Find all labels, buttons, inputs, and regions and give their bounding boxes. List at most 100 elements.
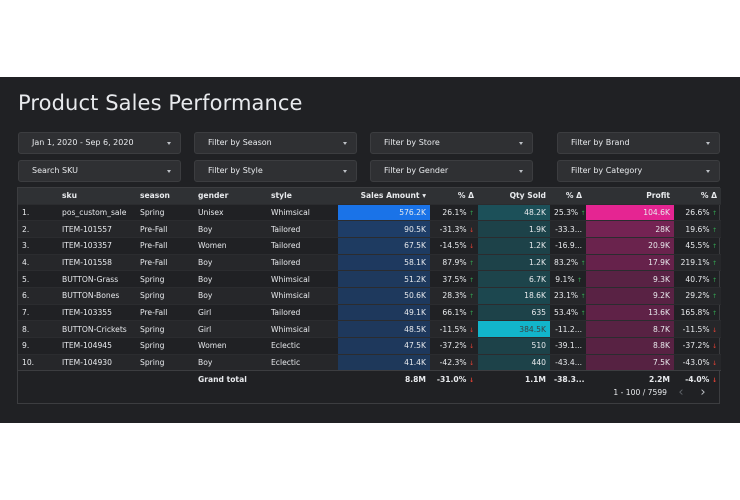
row-index: 1. xyxy=(18,203,58,221)
gender-cell: Women xyxy=(194,236,267,255)
date-range-label: Jan 1, 2020 - Sep 6, 2020 xyxy=(32,138,134,147)
profit-delta-cell-value: 26.6% xyxy=(685,207,710,217)
gender-cell: Boy xyxy=(194,270,267,288)
qty-delta-cell: 23.1% ↑ xyxy=(550,286,586,305)
gender-cell: Boy xyxy=(194,253,267,271)
chevron-down-icon xyxy=(167,142,171,145)
arrow-down-icon: ↓ xyxy=(468,343,474,351)
gender-cell: Boy xyxy=(194,353,267,371)
season-cell: Pre-Fall xyxy=(136,253,194,271)
table-row[interactable]: 1. pos_custom_sale Spring Unisex Whimsical 57… xyxy=(18,203,721,221)
style-filter[interactable]: Filter by Style xyxy=(194,160,357,182)
pagination: 1 - 100 / 7599 ‹ › xyxy=(613,384,711,400)
row-index: 7. xyxy=(18,303,58,321)
col-header-sales-delta[interactable]: % Δ xyxy=(457,191,474,201)
qty-delta-cell: -11.2... xyxy=(550,320,586,338)
col-header-qty-delta[interactable]: % Δ xyxy=(565,191,582,201)
category-filter[interactable]: Filter by Category xyxy=(557,160,720,182)
sales-delta-cell-value: -42.3% xyxy=(439,358,467,368)
season-filter[interactable]: Filter by Season xyxy=(194,132,357,154)
table-row[interactable]: 4. ITEM-101558 Pre-Fall Boy Tailored 58.1K 87.… xyxy=(18,253,721,271)
arrow-down-icon: ↓ xyxy=(711,343,717,351)
qty-sold-cell: 440 xyxy=(478,353,550,371)
chevron-down-icon xyxy=(706,170,710,173)
qty-delta-cell: -39.1... xyxy=(550,337,586,355)
qty-sold-cell: 1.2K xyxy=(478,253,550,271)
col-header-gender[interactable]: gender xyxy=(198,191,229,201)
chevron-down-icon xyxy=(519,142,523,145)
table-row[interactable]: 2. ITEM-101557 Pre-Fall Boy Tailored 90.5K -31… xyxy=(18,220,721,238)
sales-delta-cell: 87.9% ↑ xyxy=(430,253,478,271)
qty-delta-cell-value: 83.2% xyxy=(554,257,579,267)
style-cell: Tailored xyxy=(267,236,338,255)
page-title: Product Sales Performance xyxy=(18,91,303,115)
store-filter-label: Filter by Store xyxy=(384,138,440,147)
gender-filter[interactable]: Filter by Gender xyxy=(370,160,533,182)
table-row[interactable]: 9. ITEM-104945 Spring Women Eclectic 47.5K -37… xyxy=(18,337,721,355)
style-cell: Eclectic xyxy=(267,353,338,371)
table-row[interactable]: 10. ITEM-104930 Spring Boy Eclectic 41.4K -42.… xyxy=(18,353,721,371)
style-cell: Eclectic xyxy=(267,337,338,355)
chevron-left-icon[interactable]: ‹ xyxy=(678,384,684,400)
table-row[interactable]: 7. ITEM-103355 Pre-Fall Girl Tailored 49.1K 66… xyxy=(18,303,721,321)
brand-filter[interactable]: Filter by Brand xyxy=(557,132,720,154)
qty-sold-cell: 48.2K xyxy=(478,203,550,221)
date-range-filter[interactable]: Jan 1, 2020 - Sep 6, 2020 xyxy=(18,132,181,154)
sales-delta-cell: 66.1% ↑ xyxy=(430,303,478,321)
sku-cell: ITEM-103357 xyxy=(58,236,136,255)
total-sales-delta-value: -31.0% xyxy=(436,375,467,385)
qty-sold-cell: 510 xyxy=(478,337,550,355)
col-header-qty-sold[interactable]: Qty Sold xyxy=(509,191,546,201)
total-profit-delta: -4.0% ↓ xyxy=(674,370,721,388)
sales-delta-cell-value: 87.9% xyxy=(442,257,467,267)
qty-delta-cell-value: 53.4% xyxy=(554,307,579,317)
sales-delta-cell: 26.1% ↑ xyxy=(430,203,478,221)
sku-search[interactable]: Search SKU xyxy=(18,160,181,182)
table-row[interactable]: 8. BUTTON-Crickets Spring Girl Whimsical 48.5… xyxy=(18,320,721,338)
table-row[interactable]: 3. ITEM-103357 Pre-Fall Women Tailored 67.5K -… xyxy=(18,236,721,255)
profit-cell: 28K xyxy=(586,220,674,238)
profit-delta-cell: 29.2% ↑ xyxy=(674,286,721,305)
table-row[interactable]: 6. BUTTON-Bones Spring Boy Whimsical 50.6K 28.… xyxy=(18,286,721,305)
chevron-right-icon[interactable]: › xyxy=(700,384,706,400)
col-header-style[interactable]: style xyxy=(271,191,292,201)
col-header-profit[interactable]: Profit xyxy=(646,191,670,201)
sales-table: sku season gender style Sales Amount ▾ %… xyxy=(17,187,721,404)
sku-cell: ITEM-101557 xyxy=(58,220,136,238)
style-cell: Whimsical xyxy=(267,270,338,288)
col-header-season[interactable]: season xyxy=(140,191,170,201)
qty-sold-cell: 18.6K xyxy=(478,286,550,305)
arrow-up-icon: ↑ xyxy=(711,209,717,217)
gender-cell: Boy xyxy=(194,286,267,305)
row-index: 9. xyxy=(18,337,58,355)
style-cell: Tailored xyxy=(267,303,338,321)
qty-delta-cell-value: 9.1% xyxy=(555,274,575,284)
col-header-sales-amount[interactable]: Sales Amount ▾ xyxy=(338,188,430,204)
chevron-down-icon xyxy=(343,142,347,145)
store-filter[interactable]: Filter by Store xyxy=(370,132,533,154)
grand-total-row: Grand total 8.8M -31.0% ↓ 1.1M -38.3... 2.2M -… xyxy=(18,370,721,388)
season-filter-label: Filter by Season xyxy=(208,138,272,147)
season-cell: Pre-Fall xyxy=(136,220,194,238)
sku-cell: pos_custom_sale xyxy=(58,203,136,221)
profit-delta-cell-value: -11.5% xyxy=(682,324,710,334)
total-profit: 2.2M xyxy=(586,370,674,388)
season-cell: Spring xyxy=(136,270,194,288)
sku-cell: BUTTON-Grass xyxy=(58,270,136,288)
gender-cell: Boy xyxy=(194,220,267,238)
col-header-sku[interactable]: sku xyxy=(62,191,77,201)
sales-delta-cell: -14.5% ↓ xyxy=(430,236,478,255)
col-header-profit-delta[interactable]: % Δ xyxy=(700,191,717,201)
season-cell: Pre-Fall xyxy=(136,236,194,255)
table-row[interactable]: 5. BUTTON-Grass Spring Boy Whimsical 51.2K 37.… xyxy=(18,270,721,288)
sales-delta-cell: 28.3% ↑ xyxy=(430,286,478,305)
row-index: 2. xyxy=(18,220,58,238)
sales-delta-cell-value: 37.5% xyxy=(442,274,467,284)
sales-amount-cell: 48.5K xyxy=(338,320,430,338)
row-index: 8. xyxy=(18,320,58,338)
sales-delta-cell-value: 28.3% xyxy=(442,291,467,301)
sales-delta-cell-value: 26.1% xyxy=(442,207,467,217)
row-index: 5. xyxy=(18,270,58,288)
qty-delta-cell: 53.4% ↑ xyxy=(550,303,586,321)
arrow-up-icon: ↑ xyxy=(711,226,717,234)
